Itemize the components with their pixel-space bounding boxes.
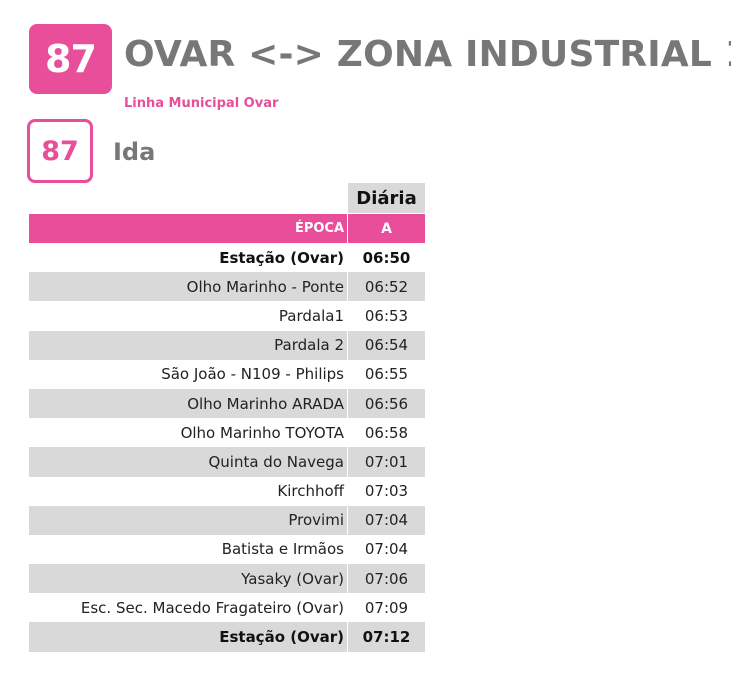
stop-name: Esc. Sec. Macedo Fragateiro (Ovar): [80, 598, 344, 617]
table-row: Batista e Irmãos 07:04: [29, 535, 425, 564]
table-row: Esc. Sec. Macedo Fragateiro (Ovar) 07:09: [29, 593, 425, 622]
stop-name: Provimi: [29, 505, 347, 535]
season-value: A: [348, 214, 425, 243]
table-row: Estação (Ovar) 07:12: [29, 622, 425, 652]
table-row: Yasaky (Ovar) 07:06: [29, 564, 425, 594]
table-row: Olho Marinho TOYOTA 06:58: [29, 418, 425, 447]
stop-name: Kirchhoff: [277, 482, 344, 501]
header-spacer: [29, 183, 347, 213]
direction-label: Ida: [113, 138, 156, 166]
stop-time: 07:04: [364, 540, 409, 559]
route-subtitle: Linha Municipal Ovar: [124, 96, 279, 111]
table-row: Kirchhoff 07:03: [29, 477, 425, 506]
route-number-badge: 87: [29, 24, 112, 94]
timetable: Diária ÉPOCA A Estação (Ovar) 06:50 Olho M…: [29, 183, 425, 652]
season-row: ÉPOCA A: [29, 214, 425, 243]
table-row: Provimi 07:04: [29, 505, 425, 535]
table-row: Quinta do Navega 07:01: [29, 447, 425, 477]
table-row: Pardala 2 06:54: [29, 330, 425, 360]
direction-number-badge: 87: [27, 119, 93, 183]
stop-time: 06:56: [348, 388, 425, 419]
stop-time: 07:06: [348, 564, 425, 594]
stop-name: Yasaky (Ovar): [29, 564, 347, 594]
route-number: 87: [45, 37, 97, 81]
stop-time: 06:50: [362, 248, 411, 267]
stop-time: 07:09: [364, 598, 409, 617]
stop-name: Estação (Ovar): [219, 248, 344, 267]
stop-time: 06:52: [348, 272, 425, 302]
table-row: Olho Marinho ARADA 06:56: [29, 388, 425, 419]
stop-time: 06:54: [348, 330, 425, 360]
table-row: Pardala1 06:53: [29, 301, 425, 330]
stop-name: Quinta do Navega: [29, 447, 347, 477]
stop-time: 07:03: [364, 482, 409, 501]
stop-list: Estação (Ovar) 06:50 Olho Marinho - Ponte 0…: [29, 243, 425, 652]
direction-number: 87: [41, 135, 79, 167]
timetable-day-header-row: Diária: [29, 183, 425, 213]
stop-time: 06:58: [364, 423, 409, 442]
stop-name: Pardala 2: [29, 330, 347, 360]
stop-time: 07:01: [348, 447, 425, 477]
stop-name: Olho Marinho ARADA: [29, 388, 347, 419]
stop-time: 07:04: [348, 505, 425, 535]
stop-name: São João - N109 - Philips: [161, 365, 344, 384]
table-row: Olho Marinho - Ponte 06:52: [29, 272, 425, 302]
table-row: Estação (Ovar) 06:50: [29, 243, 425, 272]
stop-name: Olho Marinho TOYOTA: [180, 423, 344, 442]
stop-time: 07:12: [348, 622, 425, 652]
season-label: ÉPOCA: [29, 214, 347, 243]
stop-time: 06:55: [364, 365, 409, 384]
stop-name: Batista e Irmãos: [221, 540, 344, 559]
table-row: São João - N109 - Philips 06:55: [29, 360, 425, 389]
stop-name: Estação (Ovar): [29, 622, 347, 652]
stop-name: Pardala1: [278, 306, 344, 325]
stop-name: Olho Marinho - Ponte: [29, 272, 347, 302]
day-type-header: Diária: [348, 183, 425, 213]
page-title: OVAR <-> ZONA INDUSTRIAL 1: [124, 34, 731, 75]
stop-time: 06:53: [364, 306, 409, 325]
